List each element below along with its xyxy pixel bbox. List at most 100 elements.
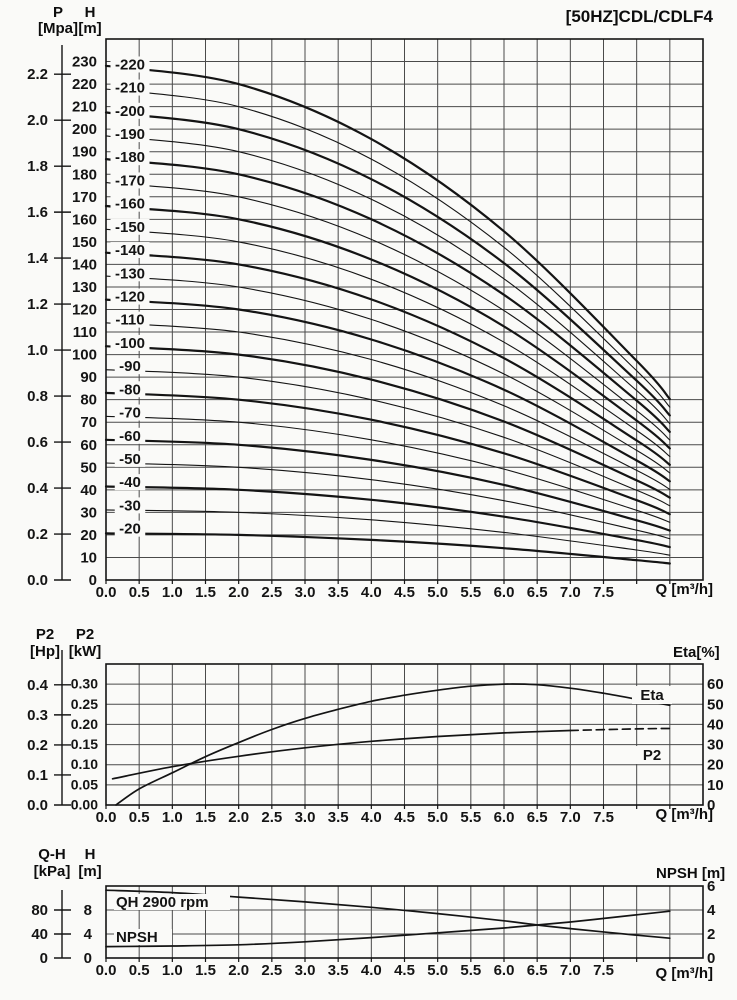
main-x-tick-label: 6.0 bbox=[494, 584, 515, 601]
main-axis-h-name: H bbox=[84, 4, 96, 21]
curve-label--20: -20 bbox=[119, 521, 141, 538]
label-mask bbox=[110, 311, 150, 328]
label-mask bbox=[114, 520, 146, 537]
kw-tick-label: 0.30 bbox=[71, 676, 98, 692]
h-tick-label: 210 bbox=[72, 99, 97, 116]
p2-curve-dashed bbox=[569, 727, 671, 732]
main-x-tick-label: 7.0 bbox=[560, 584, 581, 601]
eta-tick-label: 10 bbox=[707, 777, 724, 794]
h-tick-label: 190 bbox=[72, 144, 97, 161]
kw-tick-label: 0.05 bbox=[71, 776, 98, 792]
curve-label--200: -200 bbox=[115, 103, 145, 120]
label-mask bbox=[632, 686, 672, 704]
p-tick-label: 2.2 bbox=[27, 66, 48, 83]
eta-tick-label: 50 bbox=[707, 696, 724, 713]
p-tick-label: 1.8 bbox=[27, 158, 48, 175]
npsh-x-tick-label: 5.0 bbox=[427, 962, 448, 979]
h-tick-label: 90 bbox=[80, 369, 97, 386]
head-curve--140 bbox=[104, 251, 671, 466]
npsh-tick-label: 2 bbox=[707, 926, 715, 943]
head-curve--220 bbox=[104, 64, 671, 401]
main-axis-h-unit: [m] bbox=[78, 20, 102, 37]
p-tick-label: 1.6 bbox=[27, 204, 48, 221]
kpa-tick-label: 80 bbox=[31, 902, 48, 919]
h-tick-label: 120 bbox=[72, 302, 97, 319]
h-tick-label: 150 bbox=[72, 234, 97, 251]
curve-label--120: -120 bbox=[115, 289, 145, 306]
kw-tick-label: 0.15 bbox=[71, 736, 98, 752]
npsh-x-tick-label: 7.5 bbox=[593, 962, 614, 979]
power-x-tick-label: 4.0 bbox=[361, 809, 382, 826]
p-tick-label: 0.0 bbox=[27, 572, 48, 589]
curve-label--90: -90 bbox=[119, 358, 141, 375]
power-x-tick-label: 3.5 bbox=[328, 809, 349, 826]
eta-tick-label: 40 bbox=[707, 716, 724, 733]
npsh-x-tick-label: 6.0 bbox=[494, 962, 515, 979]
main-x-tick-label: 1.0 bbox=[162, 584, 183, 601]
head-curve--40 bbox=[104, 485, 671, 549]
power-x-tick-label: 5.5 bbox=[460, 809, 481, 826]
npsh-x-tick-label: 3.5 bbox=[328, 962, 349, 979]
npsh-x-tick-label: 0.0 bbox=[96, 962, 117, 979]
npsh-tick-label: 0 bbox=[707, 950, 715, 967]
npsh-axis-h-unit: [m] bbox=[78, 863, 102, 880]
p-tick-label: 1.2 bbox=[27, 296, 48, 313]
eta-axis-title: Eta[%] bbox=[673, 644, 720, 661]
power-x-tick-label: 7.5 bbox=[593, 809, 614, 826]
label-mask bbox=[114, 427, 146, 444]
curve-label--50: -50 bbox=[119, 451, 141, 468]
p2-curve bbox=[111, 729, 572, 780]
curve-label--150: -150 bbox=[115, 219, 145, 236]
hp-tick-label: 0.1 bbox=[27, 767, 48, 784]
npsh-axis-kpa-unit: [kPa] bbox=[33, 863, 71, 880]
h-tick-label: 0 bbox=[89, 572, 97, 589]
head-curve--150 bbox=[105, 228, 671, 458]
label-mask bbox=[114, 474, 146, 491]
power-x-tick-label: 0.5 bbox=[129, 809, 150, 826]
curve-label--160: -160 bbox=[115, 196, 145, 213]
npsh-x-tick-label: 2.0 bbox=[228, 962, 249, 979]
h-tick-label: 100 bbox=[72, 347, 97, 364]
head-curve--50 bbox=[105, 462, 671, 540]
p2-curve-label: P2 bbox=[643, 747, 661, 764]
npsh-q-unit: Q [m³/h] bbox=[655, 965, 714, 982]
kw-tick-label: 0.00 bbox=[71, 797, 98, 813]
label-mask bbox=[110, 195, 150, 212]
h-tick-label: 110 bbox=[73, 324, 97, 341]
h-tick-label: 40 bbox=[80, 482, 97, 499]
curve-label--170: -170 bbox=[115, 172, 145, 189]
h-tick-label: 70 bbox=[80, 414, 97, 431]
power-axis-hp-name: P2 bbox=[35, 626, 55, 643]
curve-label--110: -110 bbox=[115, 312, 144, 329]
head-curve--190 bbox=[105, 135, 671, 425]
h-tick-label: 50 bbox=[80, 459, 97, 476]
curve-label--70: -70 bbox=[119, 405, 141, 422]
npsh-x-tick-label: 7.0 bbox=[560, 962, 581, 979]
eta-tick-label: 20 bbox=[707, 757, 724, 774]
main-x-tick-label: 1.5 bbox=[195, 584, 216, 601]
head-curve--60 bbox=[104, 438, 671, 532]
chart-title: [50HZ]CDL/CDLF4 bbox=[565, 7, 713, 26]
main-q-unit: Q [m³/h] bbox=[655, 581, 714, 598]
label-mask bbox=[110, 79, 150, 96]
label-mask bbox=[114, 450, 146, 467]
npsh-curve bbox=[105, 910, 671, 948]
p-tick-label: 1.0 bbox=[27, 342, 48, 359]
npsh-axis-h-name: H bbox=[84, 846, 96, 863]
npsh-x-tick-label: 3.0 bbox=[295, 962, 316, 979]
head-curve--160 bbox=[104, 204, 671, 450]
kw-tick-label: 0.25 bbox=[71, 696, 98, 712]
npsh-x-tick-label: 0.5 bbox=[129, 962, 150, 979]
p-tick-label: 0.4 bbox=[27, 480, 49, 497]
hp-tick-label: 0.3 bbox=[27, 707, 48, 724]
label-mask bbox=[114, 497, 146, 514]
power-axis-hp-unit: [Hp] bbox=[30, 643, 60, 660]
curve-label--220: -220 bbox=[115, 56, 145, 73]
label-mask bbox=[114, 358, 146, 375]
main-x-tick-label: 5.0 bbox=[427, 584, 448, 601]
p-tick-label: 2.0 bbox=[27, 112, 48, 129]
main-x-tick-label: 5.5 bbox=[460, 584, 481, 601]
main-x-tick-label: 2.5 bbox=[261, 584, 282, 601]
